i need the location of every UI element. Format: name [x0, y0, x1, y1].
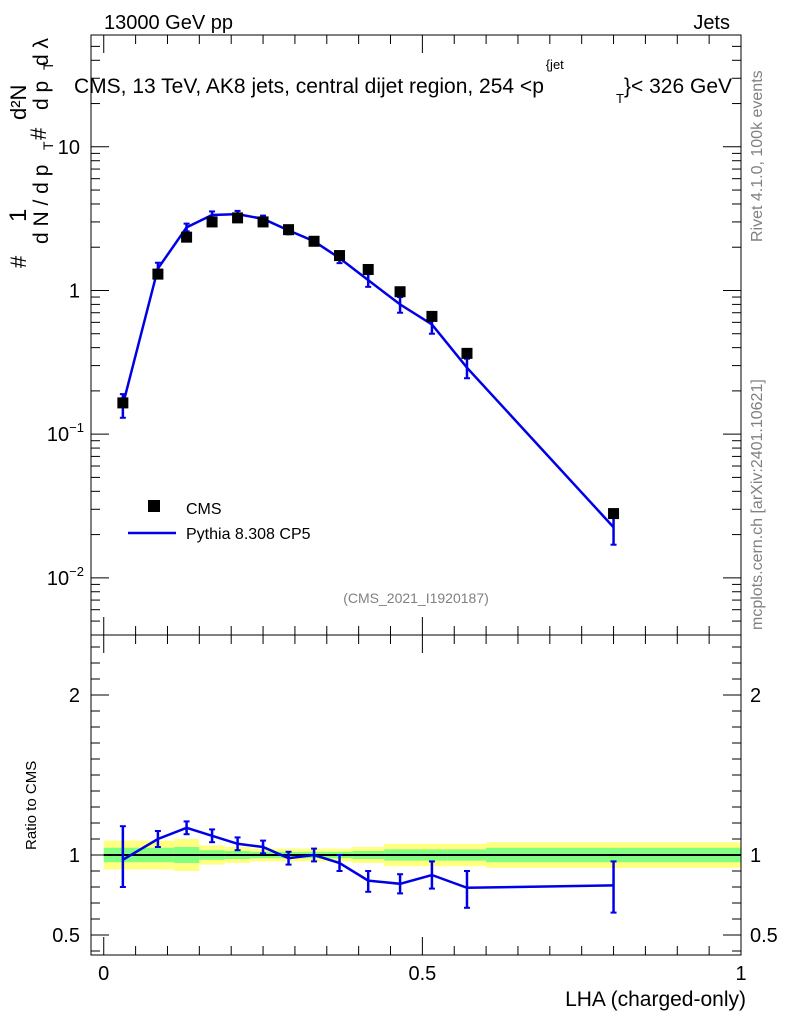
ratio-panel: 0.5 0.51 12 20 0.5 1 Ratio to CMS LHA (charge…: [23, 634, 778, 1011]
ratio-ytick-label: 1: [69, 845, 80, 867]
cms-data-point: [181, 231, 193, 243]
ylabel-dlambda: d λ: [30, 37, 53, 66]
ratio-ytick-label-right: 2: [750, 685, 761, 707]
ylabel-d2n: d²N: [6, 85, 31, 120]
xtick-label: 0.5: [408, 963, 436, 985]
main-ytick-label: 10−1: [47, 420, 84, 446]
ylabel-dp-sub: T: [40, 61, 56, 70]
pythia-line: [121, 212, 615, 529]
cms-data-point: [257, 216, 269, 228]
cms-data-point: [232, 212, 244, 224]
ratio-data: [103, 820, 741, 914]
main-ytick-label: 1: [69, 280, 80, 302]
ylabel-hash-2: #: [26, 127, 51, 140]
cms-data-point: [461, 347, 473, 359]
chart-title: CMS, 13 TeV, AK8 jets, central dijet reg…: [74, 51, 732, 108]
group-label: Jets: [693, 12, 730, 34]
cms-data-point: [394, 286, 406, 298]
ytick-base: 10: [47, 568, 69, 590]
cms-data-point: [608, 508, 620, 520]
ylabel-dn-sub: T: [40, 141, 56, 150]
legend-cms-marker: [148, 500, 160, 512]
ylabel-dn: d N / d p: [30, 165, 53, 244]
legend-pythia-label: Pythia 8.308 CP5: [186, 526, 311, 543]
ytick-exp: −2: [69, 564, 84, 579]
main-frame: [90, 34, 742, 636]
ratio-frame: [90, 634, 742, 956]
analysis-watermark: (CMS_2021_I1920187): [343, 590, 489, 606]
title-jet-sup: {jet: [546, 57, 564, 72]
cms-data-point: [152, 268, 164, 280]
cms-data-point: [206, 216, 218, 228]
ratio-ytick-label: 2: [69, 685, 80, 707]
cms-data-point: [334, 250, 346, 262]
main-data: [117, 209, 620, 546]
ratio-ylabel: Ratio to CMS: [23, 761, 40, 850]
xlabel: LHA (charged-only): [565, 988, 746, 1011]
main-ytick-label: 10−2: [47, 564, 84, 590]
rivet-version-label: Rivet 4.1.0, 100k events: [749, 70, 766, 242]
ratio-pythia-line: [122, 826, 614, 890]
ylabel-hash-1: #: [6, 255, 31, 268]
title-prefix: CMS, 13 TeV, AK8 jets, central dijet reg…: [74, 75, 544, 98]
title-suffix: }< 326 GeV: [624, 75, 732, 98]
cms-data-point: [426, 310, 438, 322]
xtick-label: 1: [735, 963, 746, 985]
ylabel-one: 1: [5, 209, 32, 222]
ratio-ticks: 0.5 0.51 12 20 0.5 1: [52, 635, 778, 985]
energy-label: 13000 GeV pp: [104, 12, 233, 34]
ratio-ytick-label-right: 1: [750, 845, 761, 867]
main-ticks: [91, 34, 742, 636]
cms-data-point: [308, 235, 320, 247]
ylabel-dp: d p: [30, 81, 53, 110]
cms-data-point: [283, 224, 295, 236]
cms-data-point: [117, 397, 129, 409]
xtick-label: 0: [98, 963, 109, 985]
legend-cms-label: CMS: [186, 501, 222, 518]
ytick-base: 10: [58, 137, 80, 159]
ytick-base: 10: [47, 424, 69, 446]
ytick-exp: −1: [69, 420, 84, 435]
legend: CMS Pythia 8.308 CP5: [128, 500, 311, 543]
title-t-sub: T: [616, 91, 624, 106]
mcplots-label: mcplots.cern.ch [arXiv:2401.10621]: [749, 379, 766, 630]
main-ytick-label: 10: [58, 137, 80, 159]
ytick-base: 1: [69, 280, 80, 302]
ratio-ytick-label: 0.5: [52, 925, 80, 947]
cms-data-point: [362, 263, 374, 275]
main-ylabel: # 1 d N / d p T # d²N d p T d λ: [5, 37, 56, 268]
ratio-ytick-label-right: 0.5: [750, 925, 778, 947]
